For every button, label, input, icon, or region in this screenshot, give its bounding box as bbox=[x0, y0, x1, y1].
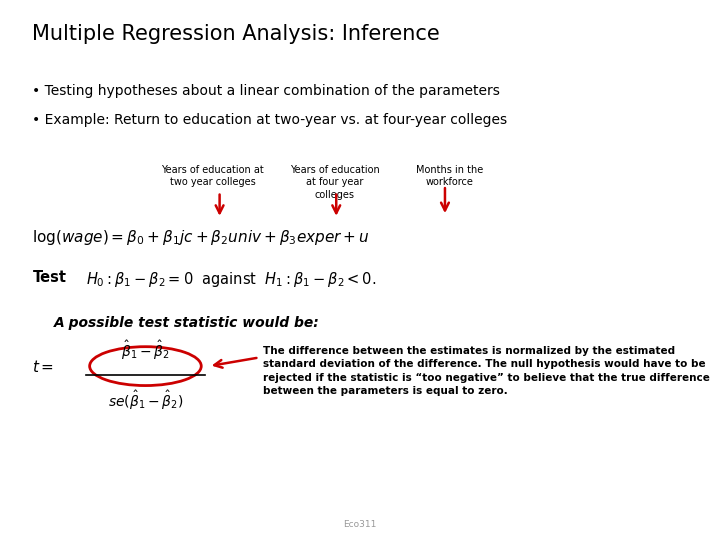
Text: $se(\hat{\beta}_1 - \hat{\beta}_2)$: $se(\hat{\beta}_1 - \hat{\beta}_2)$ bbox=[108, 389, 183, 412]
Text: $t = $: $t = $ bbox=[32, 359, 55, 375]
Text: Years of education
at four year
colleges: Years of education at four year colleges bbox=[290, 165, 379, 199]
Text: $\hat{\beta}_1 - \hat{\beta}_2$: $\hat{\beta}_1 - \hat{\beta}_2$ bbox=[121, 339, 170, 362]
Text: The difference between the estimates is normalized by the estimated
standard dev: The difference between the estimates is … bbox=[263, 346, 710, 396]
Text: Months in the
workforce: Months in the workforce bbox=[416, 165, 484, 187]
Text: Eco311: Eco311 bbox=[343, 520, 377, 529]
Text: $\log(wage) = \beta_0 + \beta_1 jc + \beta_2 univ + \beta_3 exper + u$: $\log(wage) = \beta_0 + \beta_1 jc + \be… bbox=[32, 228, 370, 247]
Text: A possible test statistic would be:: A possible test statistic would be: bbox=[54, 316, 320, 330]
Text: Years of education at
two year colleges: Years of education at two year colleges bbox=[161, 165, 264, 187]
Text: Test: Test bbox=[32, 270, 66, 285]
Text: • Example: Return to education at two-year vs. at four-year colleges: • Example: Return to education at two-ye… bbox=[32, 113, 508, 127]
Text: $H_0 : \beta_1 - \beta_2 = 0$  against  $H_1 : \beta_1 - \beta_2 < 0$.: $H_0 : \beta_1 - \beta_2 = 0$ against $H… bbox=[86, 270, 376, 289]
Text: Multiple Regression Analysis: Inference: Multiple Regression Analysis: Inference bbox=[32, 24, 440, 44]
Text: • Testing hypotheses about a linear combination of the parameters: • Testing hypotheses about a linear comb… bbox=[32, 84, 500, 98]
